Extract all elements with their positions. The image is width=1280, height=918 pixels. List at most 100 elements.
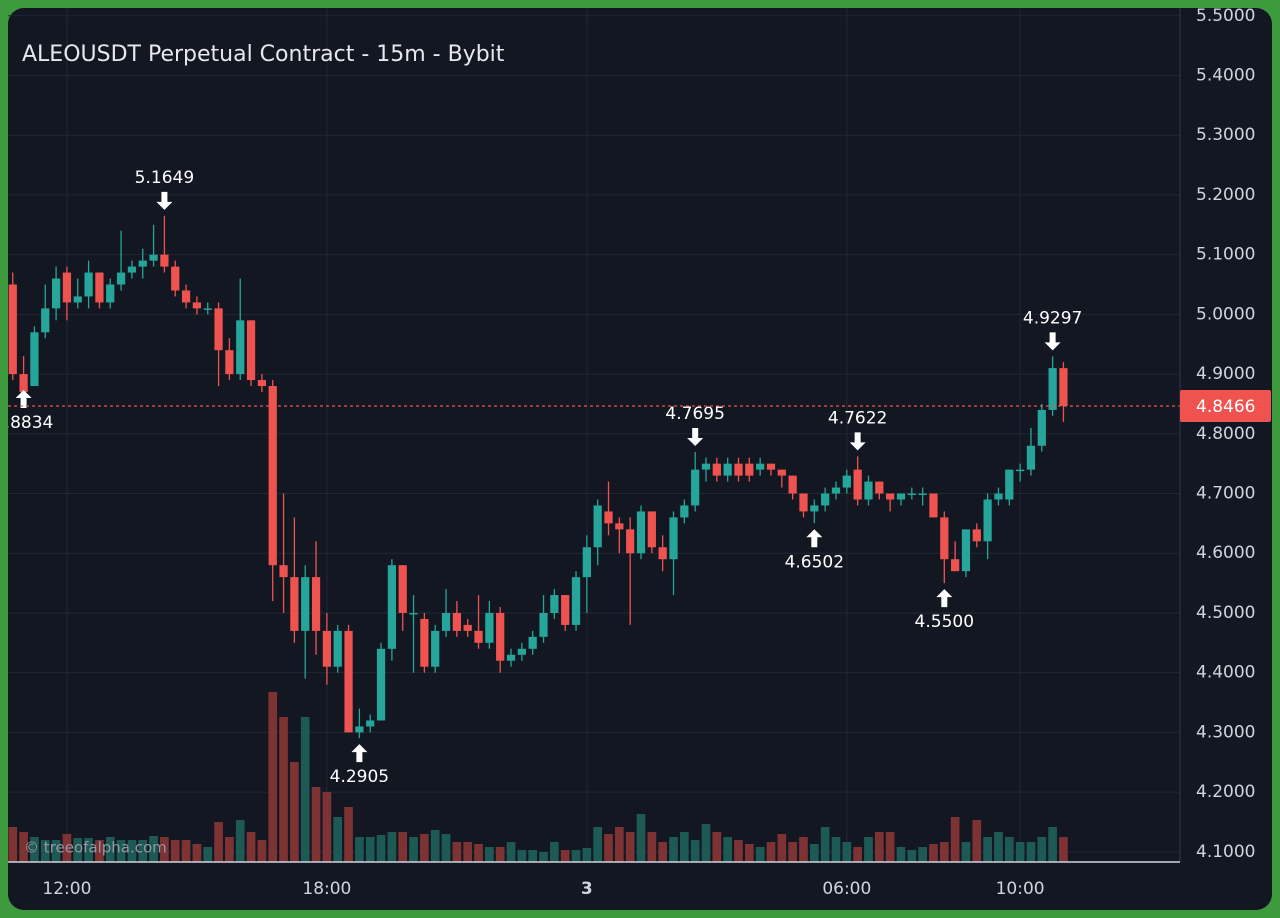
volume-bar [550,842,559,862]
axes: 4.1000 4.2000 4.3000 4.4000 4.5000 4.6000 4.70… [42,6,1271,899]
candle-body [290,577,299,631]
candle-body [723,463,732,476]
volume-bar [712,832,722,862]
candle-body [496,612,505,661]
candle-body [203,308,212,310]
candle-body [528,636,537,649]
y-tick-label: 5.2000 [1196,185,1255,205]
volume-bar [214,822,223,862]
candle-body [106,284,115,303]
volume-bar [701,824,711,862]
candle-body [831,487,841,494]
volume-bar [820,827,830,862]
volume-bar [994,832,1003,862]
volume-bar [972,820,982,862]
candle-body [896,493,906,500]
candle-body [171,266,180,291]
candle-body [561,595,570,625]
candle-body [571,577,581,625]
candle-body [62,272,72,303]
candle-body [1048,368,1057,410]
volume-bar [907,850,917,862]
volume-bar [279,717,288,862]
volume-bar [19,832,28,862]
volume-bar [8,827,18,862]
volume-bar [625,832,635,862]
candle-body [983,499,992,542]
candle-body [30,332,39,387]
candle-body [19,374,28,393]
candle-body [907,493,916,496]
candle-body [701,463,711,470]
candle-body [1005,469,1014,500]
volume-bar [387,832,397,862]
volume-bar [528,850,538,862]
volume-bar [874,832,884,862]
volume-bar [235,820,245,862]
candle-body [398,565,407,613]
candle-body [41,308,50,333]
volume-bar [809,844,819,862]
candle-body [734,463,743,476]
candle-body [994,493,1003,500]
volume-bar [734,840,743,862]
chart-title: ALEOUSDT Perpetual Contract - 15m - Bybi… [22,42,505,67]
candle-body [431,630,440,667]
volume-bar [170,840,180,862]
y-tick-label: 4.5000 [1196,603,1255,623]
extreme-arrow [1044,332,1061,351]
volume-bar [40,840,50,862]
candle-body [463,624,472,631]
volume-bar [929,844,938,862]
volume-bar [268,692,278,862]
volume-bar [95,840,104,862]
volume-bar [333,817,343,862]
candle-body [1016,469,1025,472]
volume-bar [355,837,364,862]
extreme-arrow [15,389,32,408]
candle-body [485,612,494,643]
volume-bar [365,837,375,862]
candle-body [745,463,754,476]
candle-body [8,284,17,375]
candle-body [387,565,396,649]
volume-bar [116,840,126,862]
candle-body [51,278,61,309]
volume-bar [647,832,657,862]
extreme-label: 4.7622 [828,408,887,428]
volume-bar [636,814,646,862]
volume-bar [322,792,332,862]
volume-bar [517,850,527,862]
volume-bar [149,836,158,862]
extreme-arrow [687,428,704,447]
volume-bar [1015,842,1025,862]
volume-bar [73,838,83,862]
volume-bar [257,840,267,862]
candle-body [160,254,169,267]
volume-bar [658,842,668,862]
volume-bar [485,847,494,862]
volume-bar [30,837,39,862]
y-tick-label: 5.3000 [1196,125,1255,145]
extreme-label: 4.9297 [1023,308,1082,328]
volume-bar [755,847,765,862]
candle-body [810,505,819,512]
volume-bar [723,837,732,862]
volume-bar [896,847,906,862]
extreme-label: 4.8834 [0,413,53,433]
watermark: © treeofalpha.com [24,839,167,857]
candle-body [506,654,516,661]
extreme-label: 5.1649 [135,168,194,188]
candle-body [474,630,483,643]
volume-bar [831,837,841,862]
y-tick-label: 5.4000 [1196,65,1255,85]
candle-body [669,517,678,560]
volume-bar [311,787,321,862]
last-price-box [1180,389,1271,422]
volume-bar [452,842,462,862]
volume-bar [506,842,516,862]
candle-body [138,260,147,267]
candle-body [961,529,971,572]
